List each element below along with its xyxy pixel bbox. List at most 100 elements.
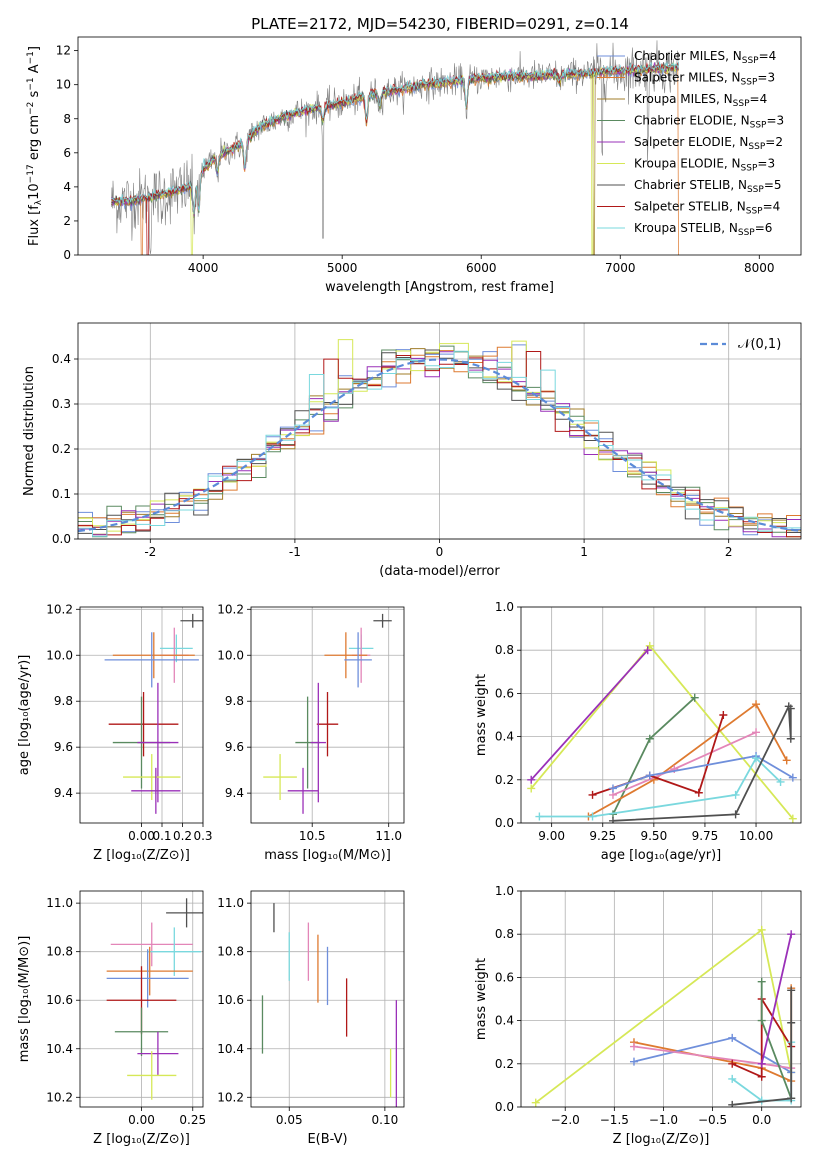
weight-marker [757,977,766,986]
y-tick-label: 0.4 [495,730,514,744]
y-axis-label: Flux [fλ10−17 erg cm−2 s−1 A−1] [26,46,44,246]
legend-n: =3 [766,114,784,128]
legend-label: Salpeter MILES, NSSP=3 [634,71,775,88]
ticks: 10.5 11.0 9.4 9.6 9.8 10.0 10.2 [217,602,402,843]
y-tick-label: 9.8 [54,694,73,708]
x-tick-label: 2 [725,545,733,559]
weight-line [612,731,757,796]
legend-name: Salpeter MILES, N [634,71,741,85]
x-tick-label: −1.0 [649,1113,678,1127]
weight-marker [535,812,544,821]
legend-n: =6 [755,221,773,235]
x-tick-label: −0.5 [698,1113,727,1127]
y-tick-label: 9.6 [225,740,244,754]
x-tick-label: 0.00 [128,829,155,843]
x-tick-label: 0.25 [179,1113,206,1127]
legend-sub: SSP [748,142,765,152]
axes-frame [79,890,204,1108]
chart-title: PLATE=2172, MJD=54230, FIBERID=0291, z=0… [251,15,629,33]
axes-frame [250,890,405,1108]
y-label-part: −1 [26,77,36,90]
y-label-part: −1 [26,51,36,64]
errorbar-point [106,946,193,996]
x-tick-label: 0.10 [372,1113,399,1127]
x-axis-label: mass [log₁₀(M/M⊙)] [264,848,391,863]
legend-label: 𝒩(0,1) [738,337,781,352]
panel-4: 9.00 9.25 9.50 9.75 10.00 0.0 0.2 0.4 0.6 0.8 1.0 a… [474,600,802,863]
legend-sub: SSP [733,99,750,109]
y-tick-label: 11.0 [46,896,73,910]
errorbar-point [180,613,203,628]
y-tick-label: 6 [63,146,71,160]
y-tick-label: 0.1 [52,487,71,501]
weight-marker [643,646,652,655]
legend-name: Salpeter ELODIE, N [634,135,748,149]
y-tick-label: 0.6 [495,686,514,700]
weight-marker [645,734,654,743]
weight-line [732,990,793,1106]
axes-frame [520,890,802,1108]
y-tick-label: 0.2 [52,442,71,456]
y-label-part: ] [27,46,42,51]
errorbar-point [137,1031,179,1076]
y-tick-label: 10.4 [46,1042,73,1056]
weight-line [760,934,793,1064]
x-axis-label: Z [log₁₀(Z/Z⊙)] [613,1132,710,1147]
ticks: 9.00 9.25 9.50 9.75 10.00 0.0 0.2 0.4 0.6 0.8 1.0 [495,600,773,843]
x-tick-label: -1 [289,545,301,559]
weight-marker [531,1098,540,1107]
errorbar-point [137,682,179,803]
plot-area [111,40,679,255]
weight-marker [728,1033,737,1042]
errorbar-point [344,632,372,688]
weight-marker [787,1018,796,1027]
errorbar-point [159,634,193,663]
y-tick-label: 10.8 [217,945,244,959]
axes-frame [77,36,802,256]
legend-n: =2 [765,135,783,149]
panel-2: 0.000.1 0.2 0.3 9.4 9.6 9.8 10.0 10.2 Z [log₁₀(Z… [17,602,213,863]
weight-marker [787,1094,796,1103]
weight-marker [788,814,797,823]
y-tick-label: 0.0 [495,816,514,830]
legend-n: =3 [757,157,775,171]
y-tick-label: 10.8 [46,945,73,959]
legend-name: Kroupa MILES, N [634,92,733,106]
y-label-part: 10 [27,183,42,200]
model-line [111,62,679,255]
y-label-part: −2 [26,102,36,115]
x-tick-label: 0 [436,545,444,559]
errorbar-point [263,754,297,801]
weight-marker [719,711,728,719]
legend-label: Salpeter STELIB, NSSP=4 [634,200,780,217]
y-tick-label: 10.2 [217,602,244,616]
plot-area [531,925,796,1107]
x-tick-label: 0.00 [128,1113,155,1127]
x-tick-label: 11.0 [375,829,402,843]
weight-marker [757,925,766,934]
y-tick-label: 10.0 [46,648,73,662]
x-tick-label: 0.2 [173,829,192,843]
ticks: 4000 5000 6000 7000 8000 0 2 4 6 8 10 12 [56,44,775,275]
y-tick-label: 9.8 [225,694,244,708]
y-tick-label: 0.0 [52,532,71,546]
weight-marker [608,816,617,823]
y-tick-label: 0.3 [52,397,71,411]
weight-marker [787,986,796,995]
x-tick-label: 9.25 [589,829,616,843]
y-tick-label: 0.4 [52,352,71,366]
legend-sub: SSP [742,56,759,66]
errorbar-point [110,922,193,967]
weight-marker [786,704,795,713]
ticks: -2 -1 0 1 2 0.0 0.1 0.2 0.3 0.4 [52,352,733,559]
y-label-part: erg cm [27,115,42,164]
errorbar-point [316,692,339,757]
y-tick-label: 10.6 [217,993,244,1007]
legend-name: Chabrier ELODIE, N [634,114,750,128]
y-axis-label: mass [log₁₀(M/M⊙)] [17,936,32,1063]
panel-1: -2 -1 0 1 2 0.0 0.1 0.2 0.3 0.4 𝒩(0,1) (data-model)… [22,322,802,579]
x-axis-label: Z [log₁₀(Z/Z⊙)] [93,1132,190,1147]
plot-area [263,613,392,814]
weight-marker [728,1074,737,1083]
y-tick-label: 10.2 [217,1090,244,1104]
